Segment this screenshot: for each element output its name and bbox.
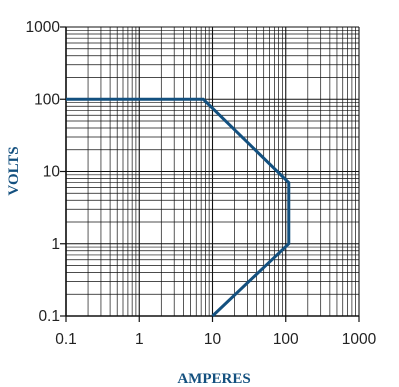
x-tick-label: 1000 bbox=[342, 331, 377, 348]
series-line bbox=[66, 97, 291, 318]
chart-grid bbox=[60, 26, 360, 322]
x-axis-title: AMPERES bbox=[177, 371, 250, 387]
y-tick-label: 1 bbox=[51, 236, 60, 253]
x-tick-label: 1 bbox=[135, 331, 144, 348]
y-tick-label: 100 bbox=[34, 91, 60, 108]
y-tick-label: 1000 bbox=[26, 19, 61, 36]
chart-series bbox=[66, 97, 291, 318]
tick-labels: 0.1 1 10 100 1000 0.1 1 10 100 1000 bbox=[26, 19, 377, 348]
y-tick-label: 10 bbox=[43, 164, 61, 181]
x-tick-label: 10 bbox=[204, 331, 222, 348]
y-axis-title: VOLTS bbox=[6, 146, 22, 195]
y-tick-label: 0.1 bbox=[38, 308, 60, 325]
x-tick-label: 0.1 bbox=[55, 331, 77, 348]
x-tick-label: 100 bbox=[273, 331, 299, 348]
